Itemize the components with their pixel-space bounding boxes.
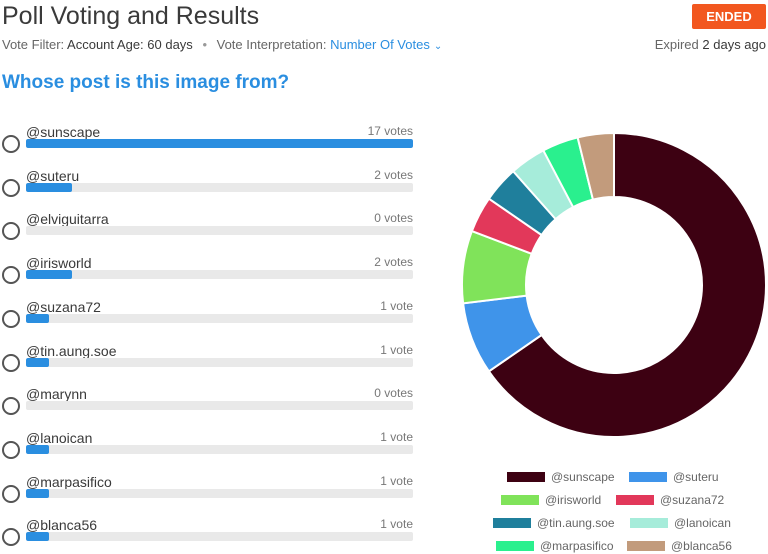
poll-question: Whose post is this image from? xyxy=(2,72,290,93)
option-label: @lanoican xyxy=(26,429,93,446)
vote-bar-track xyxy=(26,532,413,542)
legend-swatch xyxy=(630,518,668,528)
vote-bar-fill xyxy=(26,313,49,323)
option-label: @suzana72 xyxy=(26,298,101,315)
poll-option[interactable]: @marpasifico 1 vote xyxy=(0,474,420,510)
vote-bar-track xyxy=(26,270,413,280)
legend-swatch xyxy=(629,472,667,482)
poll-option[interactable]: @elviguitarra 0 votes xyxy=(0,211,420,247)
option-label: @blanca56 xyxy=(26,517,98,534)
poll-option[interactable]: @sunscape 17 votes xyxy=(0,124,420,160)
vote-bar-fill xyxy=(26,532,49,542)
legend-label: @tin.aung.soe xyxy=(537,516,615,530)
option-vote-count: 0 votes xyxy=(374,211,413,226)
vote-bar-track xyxy=(26,444,413,454)
legend-swatch xyxy=(496,541,534,551)
legend-label: @blanca56 xyxy=(671,539,732,553)
poll-option[interactable]: @tin.aung.soe 1 vote xyxy=(0,343,420,379)
option-label: @marpasifico xyxy=(26,473,112,490)
legend-item: @suzana72 xyxy=(616,493,724,507)
poll-option[interactable]: @suteru 2 votes xyxy=(0,168,420,204)
radio-button[interactable] xyxy=(2,266,20,285)
vote-filter-value[interactable]: Account Age: 60 days xyxy=(67,37,193,52)
option-vote-count: 2 votes xyxy=(374,167,413,182)
radio-button[interactable] xyxy=(2,178,20,197)
vote-bar-fill xyxy=(26,139,413,148)
legend-swatch xyxy=(627,541,665,551)
option-label: @marynn xyxy=(26,386,87,403)
legend-item: @lanoican xyxy=(630,516,731,530)
vote-bar-track xyxy=(26,357,413,367)
option-vote-count: 1 vote xyxy=(380,298,413,313)
vote-bar-track xyxy=(26,488,413,498)
option-label: @elviguitarra xyxy=(26,211,109,228)
radio-button[interactable] xyxy=(2,528,20,547)
poll-option[interactable]: @marynn 0 votes xyxy=(0,386,420,422)
legend-label: @suzana72 xyxy=(660,493,725,507)
legend-swatch xyxy=(616,495,654,505)
results-donut-chart xyxy=(461,132,767,438)
separator-dot: • xyxy=(202,37,207,52)
option-label: @irisworld xyxy=(26,255,92,272)
option-vote-count: 0 votes xyxy=(374,386,413,401)
legend-item: @marpasifico xyxy=(496,539,614,553)
option-vote-count: 17 votes xyxy=(367,124,413,138)
vote-bar-track xyxy=(26,401,413,411)
legend-item: @irisworld xyxy=(501,493,601,507)
vote-bar-track xyxy=(26,226,413,236)
vote-bar-fill xyxy=(26,182,72,192)
vote-bar-fill xyxy=(26,488,49,498)
radio-button[interactable] xyxy=(2,309,20,328)
expired-label: Expired xyxy=(654,37,699,52)
radio-button[interactable] xyxy=(2,397,20,416)
vote-bar-track xyxy=(26,139,413,148)
legend-label: @irisworld xyxy=(545,493,602,507)
legend-item: @sunscape xyxy=(507,470,615,484)
vote-interpretation-select[interactable]: Number Of Votes xyxy=(330,37,430,52)
option-vote-count: 1 vote xyxy=(380,342,413,357)
option-vote-count: 2 votes xyxy=(374,255,413,270)
legend-item: @suteru xyxy=(629,470,719,484)
chevron-down-icon[interactable]: ⌄ xyxy=(433,41,443,52)
vote-bar-fill xyxy=(26,357,49,367)
poll-option[interactable]: @irisworld 2 votes xyxy=(0,255,420,291)
vote-bar-track xyxy=(26,313,413,323)
legend-swatch xyxy=(493,518,531,528)
radio-button[interactable] xyxy=(2,353,20,372)
donut-slice xyxy=(576,132,615,201)
legend-label: @suteru xyxy=(673,470,719,484)
legend-swatch xyxy=(507,472,545,482)
option-vote-count: 1 vote xyxy=(380,429,413,444)
expired-value: 2 days ago xyxy=(702,37,766,52)
legend-label: @sunscape xyxy=(551,470,615,484)
poll-option[interactable]: @suzana72 1 vote xyxy=(0,299,420,335)
vote-bar-fill xyxy=(26,270,72,280)
vote-bar-track xyxy=(26,182,413,192)
radio-button[interactable] xyxy=(2,135,20,153)
filter-bar: Vote Filter: Account Age: 60 days • Vote… xyxy=(2,37,442,52)
legend-swatch xyxy=(501,495,539,505)
vote-bar-fill xyxy=(26,444,49,454)
donut-slice xyxy=(487,132,767,438)
option-label: @sunscape xyxy=(26,124,101,140)
option-vote-count: 1 vote xyxy=(380,517,413,532)
poll-option[interactable]: @blanca56 1 vote xyxy=(0,517,420,553)
legend-label: @lanoican xyxy=(674,516,731,530)
option-vote-count: 1 vote xyxy=(380,473,413,488)
page-title: Poll Voting and Results xyxy=(2,2,260,30)
option-label: @suteru xyxy=(26,167,80,184)
option-label: @tin.aung.soe xyxy=(26,342,117,359)
poll-option[interactable]: @lanoican 1 vote xyxy=(0,430,420,466)
radio-button[interactable] xyxy=(2,440,20,459)
legend-item: @blanca56 xyxy=(627,539,732,553)
legend-label: @marpasifico xyxy=(540,539,614,553)
radio-button[interactable] xyxy=(2,222,20,241)
status-badge: ENDED xyxy=(692,4,766,29)
radio-button[interactable] xyxy=(2,484,20,503)
legend-item: @tin.aung.soe xyxy=(493,516,615,530)
vote-filter-label: Vote Filter: xyxy=(2,37,65,52)
expiry-info: Expired 2 days ago xyxy=(655,37,766,52)
vote-interpretation-label: Vote Interpretation: xyxy=(216,37,327,52)
